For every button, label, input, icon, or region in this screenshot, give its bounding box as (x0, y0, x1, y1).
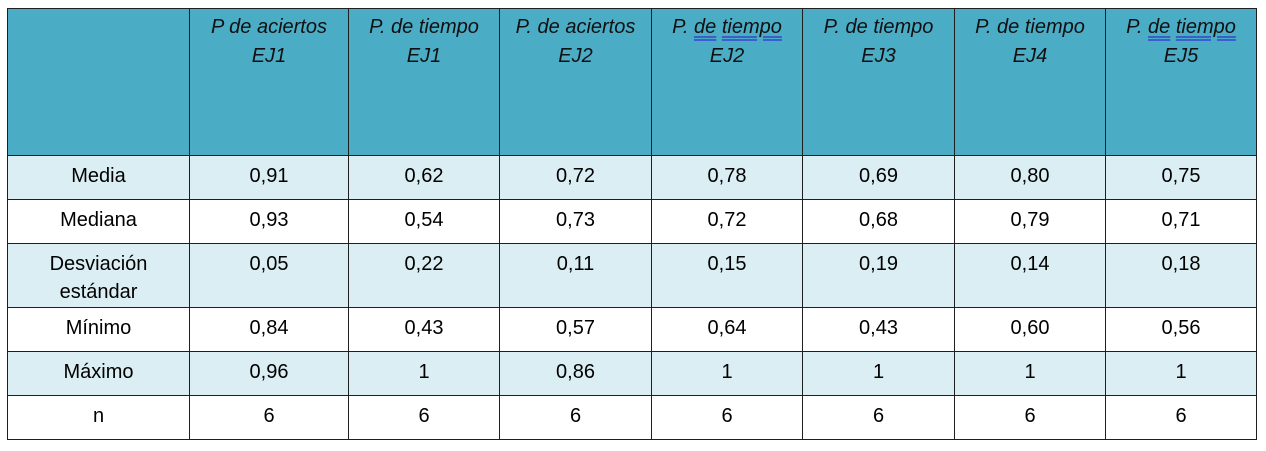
table-cell: 1 (1105, 351, 1257, 396)
header-text: P. (672, 16, 695, 38)
table-cell: 0,86 (499, 351, 652, 396)
table-cell: 0,43 (802, 307, 955, 352)
table-cell: 0,62 (348, 155, 500, 200)
table-row: Media 0,91 0,62 0,72 0,78 0,69 0,80 0,75 (7, 155, 1257, 200)
table-cell: 0,71 (1105, 199, 1257, 244)
table-cell: 0,96 (189, 351, 349, 396)
table-cell: 1 (802, 351, 955, 396)
header-text: P. (1126, 16, 1149, 38)
header-text: P. de tiempo EJ1 (369, 16, 479, 67)
table-row: Mediana 0,93 0,54 0,73 0,72 0,68 0,79 0,… (7, 199, 1257, 244)
table-cell: 0,80 (954, 155, 1106, 200)
table-cell: 0,78 (651, 155, 803, 200)
table-cell: 0,15 (651, 243, 803, 308)
table-body: Media 0,91 0,62 0,72 0,78 0,69 0,80 0,75… (7, 155, 1257, 440)
table-cell: 0,18 (1105, 243, 1257, 308)
table-cell: 6 (499, 395, 652, 440)
table-cell: 0,93 (189, 199, 349, 244)
header-cell: P. de tiempo EJ4 (954, 8, 1106, 156)
table-cell: 0,64 (651, 307, 803, 352)
row-label: Mínimo (7, 307, 190, 352)
header-cell: P. de tiempo EJ5 (1105, 8, 1257, 156)
table-row: Mínimo 0,84 0,43 0,57 0,64 0,43 0,60 0,5… (7, 307, 1257, 352)
header-row: P de aciertos EJ1 P. de tiempo EJ1 P. de… (7, 8, 1257, 156)
header-word-spellcheck: tiempo (721, 16, 782, 38)
table-cell: 0,22 (348, 243, 500, 308)
table-cell: 0,72 (499, 155, 652, 200)
header-corner-cell (7, 8, 190, 156)
table-cell: 6 (1105, 395, 1257, 440)
table-cell: 0,60 (954, 307, 1106, 352)
table-cell: 0,19 (802, 243, 955, 308)
table-cell: 6 (651, 395, 803, 440)
table-cell: 1 (651, 351, 803, 396)
header-cell: P de aciertos EJ1 (189, 8, 349, 156)
statistics-table: P de aciertos EJ1 P. de tiempo EJ1 P. de… (7, 8, 1257, 440)
header-text: P. de aciertos EJ2 (515, 16, 636, 67)
table-cell: 0,05 (189, 243, 349, 308)
table-cell: 0,75 (1105, 155, 1257, 200)
header-text: P. de tiempo EJ3 (823, 16, 934, 67)
header-word-spellcheck: de (1148, 16, 1171, 38)
header-cell: P. de aciertos EJ2 (499, 8, 652, 156)
row-label: Desviación estándar (7, 243, 190, 308)
header-text: EJ5 (1163, 45, 1199, 67)
table-row: n 6 6 6 6 6 6 6 (7, 395, 1257, 440)
header-text: EJ2 (709, 45, 745, 67)
table-cell: 0,56 (1105, 307, 1257, 352)
row-label: Máximo (7, 351, 190, 396)
table-cell: 6 (802, 395, 955, 440)
table-row: Máximo 0,96 1 0,86 1 1 1 1 (7, 351, 1257, 396)
table-cell: 0,91 (189, 155, 349, 200)
table-cell: 0,57 (499, 307, 652, 352)
table-cell: 0,68 (802, 199, 955, 244)
row-label: Mediana (7, 199, 190, 244)
table-cell: 1 (954, 351, 1106, 396)
row-label: Media (7, 155, 190, 200)
header-cell: P. de tiempo EJ3 (802, 8, 955, 156)
table-cell: 0,72 (651, 199, 803, 244)
table-cell: 6 (348, 395, 500, 440)
table-cell: 0,11 (499, 243, 652, 308)
table-cell: 1 (348, 351, 500, 396)
header-text: P. de tiempo EJ4 (975, 16, 1085, 67)
table-cell: 0,43 (348, 307, 500, 352)
table-cell: 0,69 (802, 155, 955, 200)
header-word-spellcheck: tiempo (1175, 16, 1236, 38)
header-cell: P. de tiempo EJ2 (651, 8, 803, 156)
table-row: Desviación estándar 0,05 0,22 0,11 0,15 … (7, 243, 1257, 308)
header-cell: P. de tiempo EJ1 (348, 8, 500, 156)
table-cell: 6 (189, 395, 349, 440)
table-cell: 6 (954, 395, 1106, 440)
table-cell: 0,79 (954, 199, 1106, 244)
table-cell: 0,73 (499, 199, 652, 244)
table-cell: 0,84 (189, 307, 349, 352)
header-text: P de aciertos EJ1 (211, 16, 327, 67)
header-word-spellcheck: de (694, 16, 717, 38)
row-label: n (7, 395, 190, 440)
table-cell: 0,14 (954, 243, 1106, 308)
table-cell: 0,54 (348, 199, 500, 244)
